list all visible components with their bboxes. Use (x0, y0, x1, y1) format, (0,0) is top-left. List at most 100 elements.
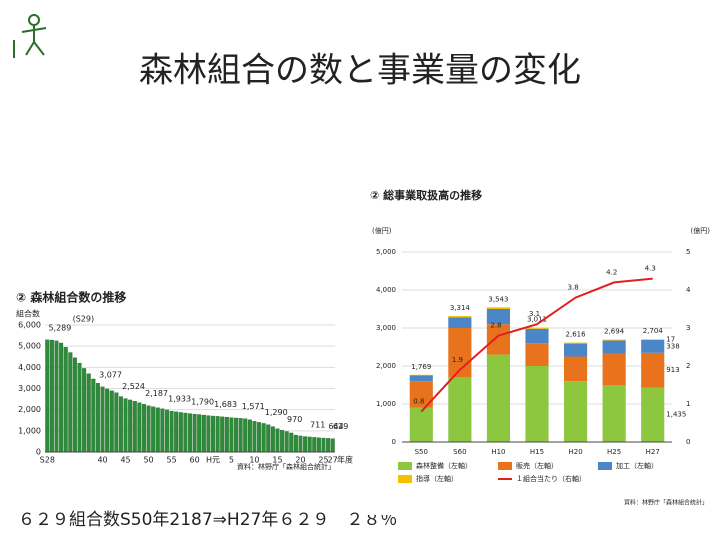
value-label: 1,435 (666, 411, 686, 419)
total-label: 3,011 (527, 316, 547, 324)
bar (123, 398, 128, 453)
bar-segment (602, 353, 626, 385)
x-tick-label: 55 (166, 456, 176, 465)
value-label: 5,289 (48, 324, 71, 333)
value-label: 1,790 (191, 398, 214, 407)
bar (298, 435, 303, 453)
legend-swatch (598, 462, 612, 470)
slide-title: 森林組合の数と事業量の変化 (139, 51, 581, 91)
x-tick-label: 50 (143, 456, 153, 465)
bar (192, 413, 197, 453)
value-label: 711 (310, 420, 325, 429)
bar (307, 436, 312, 453)
y2-tick-label: 2 (686, 362, 690, 370)
bar (330, 438, 335, 453)
bar (289, 432, 294, 453)
bar (174, 411, 179, 453)
bar (321, 437, 326, 453)
bar-segment (409, 374, 433, 376)
bar (164, 409, 169, 453)
bar-segment (409, 375, 433, 382)
line-label: 3.1 (529, 310, 540, 318)
y-tick-label: 3,000 (376, 324, 396, 332)
x-tick-label: H27 (646, 448, 660, 456)
line-label: 3.8 (568, 284, 579, 292)
y2-tick-label: 0 (686, 438, 690, 446)
bar-segment (448, 317, 472, 328)
bar-segment (525, 366, 549, 442)
bar (63, 347, 68, 453)
value-label: 970 (287, 415, 302, 424)
bar (326, 438, 331, 453)
value-label: 338 (666, 342, 679, 350)
y2-tick-label: 3 (686, 324, 690, 332)
bar (270, 426, 275, 453)
bar-segment (448, 316, 472, 318)
x-tick-label: 27 (328, 456, 338, 465)
logo (13, 14, 47, 58)
bar (188, 413, 192, 453)
bar (234, 417, 239, 453)
legend-label: 加工（左軸） (616, 461, 658, 470)
bar-segment (602, 339, 626, 341)
total-label: 1,769 (411, 363, 431, 371)
bar (118, 396, 123, 453)
bar (238, 418, 243, 453)
y-tick-label: 2,000 (376, 362, 396, 370)
bar (77, 362, 82, 453)
bar (266, 424, 271, 453)
x-tick-label: 60 (190, 456, 200, 465)
y-tick-label: 2,000 (18, 405, 41, 414)
legend-label: 販売（左軸） (516, 461, 558, 470)
source: 資料：林野庁「森林組合統計」 (624, 499, 708, 507)
x-tick-label: 5 (229, 456, 234, 465)
y-tick-label: 4,000 (18, 363, 41, 372)
value-label: 1,933 (168, 395, 191, 404)
y-tick-label: 4,000 (376, 286, 396, 294)
value-label: 1,290 (265, 408, 288, 417)
line (420, 277, 653, 413)
bar (280, 430, 285, 453)
value-label: 17 (666, 336, 675, 344)
bar (303, 436, 308, 453)
y2-tick-label: 4 (686, 286, 691, 294)
bar (72, 357, 77, 453)
bar (86, 373, 91, 453)
legend-label: 指導（左軸） (416, 474, 458, 483)
bar (312, 437, 317, 453)
x-tick-label: 15 (272, 456, 282, 465)
x-tick-label: S28 (40, 456, 55, 465)
bar (146, 405, 151, 453)
value-label: 2,187 (145, 389, 168, 398)
bar (247, 419, 252, 453)
value-label: 644 (328, 422, 343, 431)
bar-segment (564, 381, 588, 442)
bar (128, 399, 133, 453)
bar (105, 388, 110, 453)
bar-segment (564, 356, 588, 382)
bar (197, 414, 202, 453)
total-label: 3,314 (450, 304, 471, 312)
bar-segment (409, 407, 433, 442)
x-tick-label: 20 (295, 456, 305, 465)
bar (45, 339, 50, 453)
bar (252, 421, 257, 453)
bar (257, 422, 262, 453)
bar-segment (564, 342, 588, 344)
total-label: 3,543 (488, 295, 508, 303)
bar (201, 414, 206, 453)
x-tick-label: 25 (318, 456, 328, 465)
x-tick-label: H元 (206, 456, 220, 465)
x-tick-label: 45 (120, 456, 130, 465)
line-label: 2.8 (490, 322, 501, 330)
x-tick-label: H20 (568, 448, 582, 456)
y2-axis-label: (億円) (691, 226, 711, 235)
y-tick-label: 5,000 (18, 342, 41, 351)
bar (137, 402, 142, 453)
x-tick-label: 10 (249, 456, 259, 465)
total-label: 2,694 (604, 328, 625, 336)
value-label: 629 (333, 422, 348, 431)
legend-swatch (398, 475, 412, 483)
bar (224, 417, 229, 453)
